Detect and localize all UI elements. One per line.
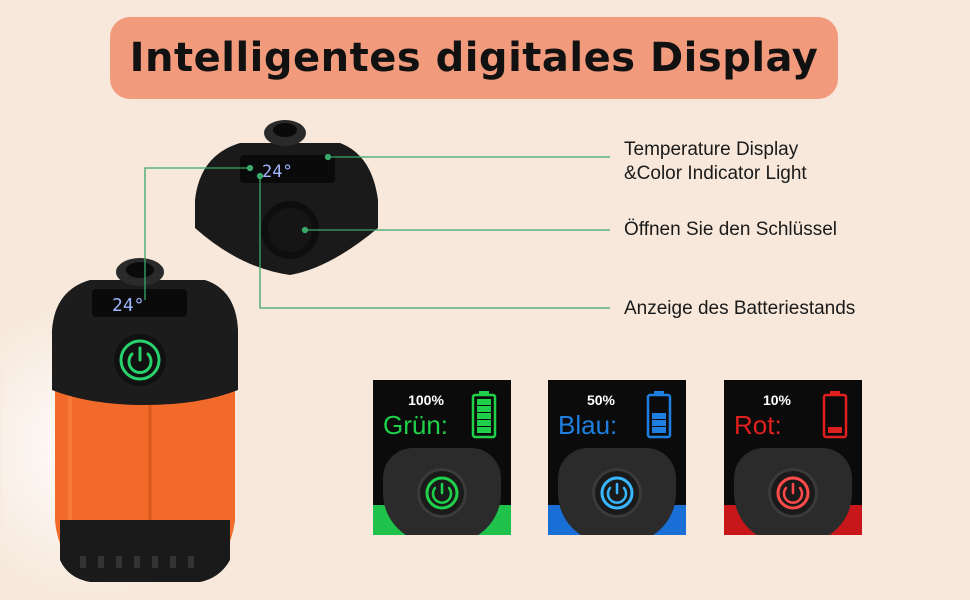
callout-temperature-line1: Temperature Display: [624, 139, 799, 160]
device-display-reading: 24°: [112, 295, 145, 316]
card-label: Rot:: [734, 410, 782, 440]
page-title: Intelligentes digitales Display: [129, 35, 819, 81]
callout-temperature: Temperature Display &Color Indicator Lig…: [624, 138, 807, 186]
card-label: Grün:: [383, 410, 449, 440]
pump-device: 24°: [52, 258, 238, 582]
battery-card-blue: 50% Blau:: [548, 380, 686, 535]
card-label: Blau:: [558, 410, 618, 440]
power-icon: [600, 476, 634, 510]
callout-lines: [144, 153, 610, 309]
callout-battery: Anzeige des Batteriestands: [624, 298, 856, 319]
title-banner: Intelligentes digitales Display: [110, 17, 838, 99]
card-percent: 100%: [408, 392, 444, 408]
power-icon: [776, 476, 810, 510]
callout-key: Öffnen Sie den Schlüssel: [624, 219, 838, 240]
card-percent: 10%: [762, 392, 792, 408]
battery-low-icon: [822, 391, 848, 439]
cap-closeup: 24°: [195, 120, 378, 275]
battery-card-red: 10% Rot:: [724, 380, 862, 535]
power-icon: [425, 476, 459, 510]
battery-full-icon: [471, 391, 497, 439]
battery-card-green: 100% Grün:: [373, 380, 511, 535]
battery-half-icon: [646, 391, 672, 439]
closeup-display-reading: 24°: [262, 162, 293, 182]
callout-temperature-line2: &Color Indicator Light: [624, 163, 807, 184]
card-percent: 50%: [586, 392, 616, 408]
